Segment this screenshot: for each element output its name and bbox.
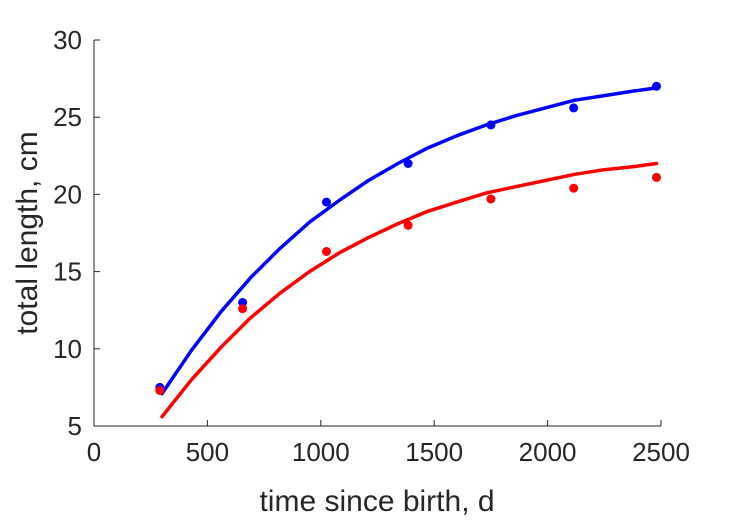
data-point-2 bbox=[322, 247, 331, 256]
data-point-2 bbox=[569, 183, 579, 193]
x-axis-label: time since birth, d bbox=[259, 485, 494, 518]
x-tick-label: 0 bbox=[87, 437, 101, 467]
x-tick-label: 1000 bbox=[292, 437, 350, 467]
x-tick-label: 2500 bbox=[632, 437, 690, 467]
data-point-2 bbox=[403, 220, 413, 230]
data-point-2 bbox=[238, 304, 248, 314]
x-tick-label: 500 bbox=[186, 437, 229, 467]
y-tick-label: 30 bbox=[53, 25, 82, 55]
data-point-2 bbox=[155, 386, 165, 395]
x-tick-label: 1500 bbox=[405, 437, 463, 467]
x-tick-label: 2000 bbox=[519, 437, 577, 467]
data-point-1 bbox=[569, 103, 579, 113]
y-tick-label: 25 bbox=[53, 102, 82, 132]
data-point-2 bbox=[652, 172, 661, 182]
data-point-1 bbox=[486, 120, 496, 130]
y-tick-label: 5 bbox=[68, 411, 82, 441]
data-point-1 bbox=[652, 81, 661, 91]
y-tick-label: 10 bbox=[53, 334, 82, 364]
axes: 0 500 1000 1500 2000 2500 5 10 15 20 25 30 bbox=[53, 25, 690, 467]
y-tick-label: 20 bbox=[53, 179, 82, 209]
data-point-1 bbox=[322, 197, 331, 207]
fit-curve-1 bbox=[160, 86, 659, 396]
y-axis-label: total length, cm bbox=[11, 131, 44, 334]
data-points bbox=[155, 81, 661, 395]
fit-curve-2 bbox=[160, 161, 659, 419]
fit-curves bbox=[160, 86, 659, 419]
y-tick-label: 15 bbox=[53, 257, 82, 287]
data-point-1 bbox=[238, 298, 248, 307]
data-point-2 bbox=[486, 194, 496, 204]
data-point-1 bbox=[403, 159, 413, 168]
